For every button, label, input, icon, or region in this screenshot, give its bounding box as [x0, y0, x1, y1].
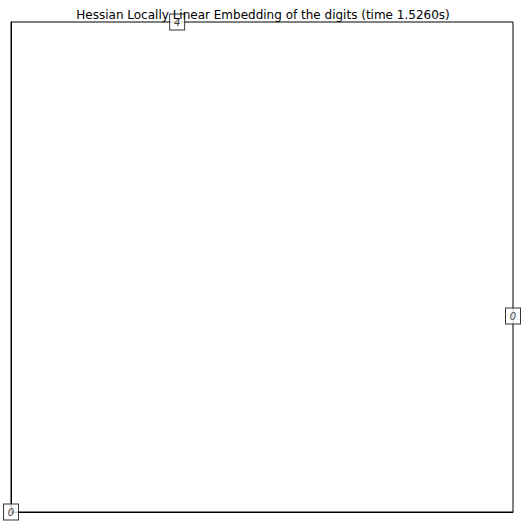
svg-text:Hessian Locally Linear Embeddi: Hessian Locally Linear Embedding of the … [76, 8, 449, 22]
svg-text:4: 4 [174, 16, 181, 28]
svg-text:0: 0 [510, 311, 516, 322]
svg-text:0: 0 [8, 507, 14, 518]
